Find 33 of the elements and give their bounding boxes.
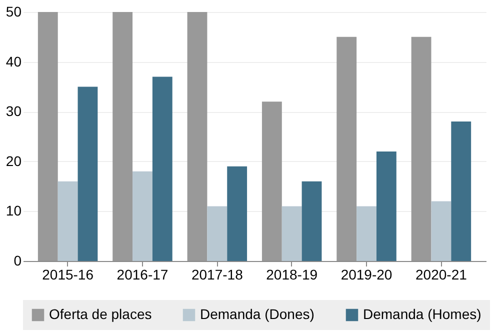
bar bbox=[262, 102, 282, 261]
bar bbox=[411, 36, 432, 261]
bar bbox=[356, 206, 376, 261]
bar bbox=[336, 36, 357, 261]
legend-label: Oferta de places bbox=[49, 306, 152, 322]
legend-label: Demanda (Dones) bbox=[200, 306, 314, 322]
x-tick-label: 2020-21 bbox=[416, 266, 468, 282]
y-tick-label: 10 bbox=[6, 202, 22, 219]
y-tick-label: 50 bbox=[6, 4, 22, 20]
bar bbox=[207, 206, 228, 261]
bar bbox=[376, 151, 396, 261]
bar bbox=[112, 12, 133, 261]
bar bbox=[302, 181, 322, 261]
bar bbox=[187, 12, 208, 261]
bar bbox=[451, 122, 472, 261]
bar bbox=[152, 76, 172, 261]
legend-label: Demanda (Homes) bbox=[363, 306, 482, 322]
bar bbox=[132, 171, 152, 261]
x-tick-label: 2019-20 bbox=[340, 266, 392, 282]
x-tick-label: 2018-19 bbox=[266, 266, 318, 282]
x-tick-label: 2015-16 bbox=[42, 266, 94, 282]
bar bbox=[58, 181, 78, 261]
bar bbox=[227, 166, 248, 261]
bar bbox=[431, 201, 452, 261]
x-tick-label: 2017-18 bbox=[191, 266, 244, 282]
y-tick-label: 30 bbox=[6, 103, 22, 120]
y-tick-label: 40 bbox=[6, 53, 22, 70]
y-tick-label: 0 bbox=[14, 252, 22, 268]
bar bbox=[38, 12, 58, 261]
bar bbox=[282, 206, 302, 261]
y-tick-label: 20 bbox=[6, 152, 22, 169]
bar bbox=[78, 86, 98, 261]
x-tick-label: 2016-17 bbox=[116, 266, 168, 282]
